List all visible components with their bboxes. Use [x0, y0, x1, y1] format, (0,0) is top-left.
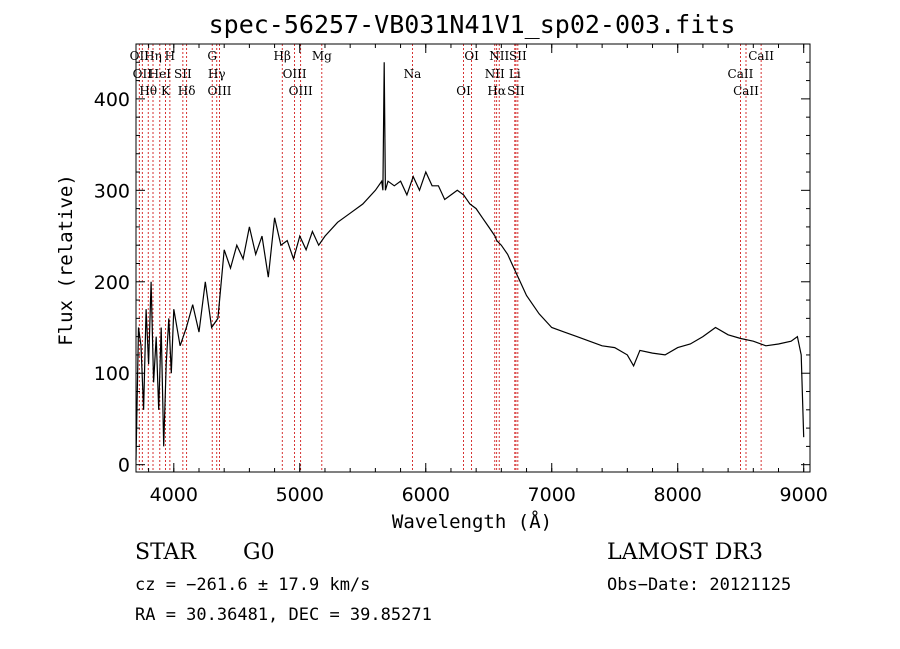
line-label: K: [161, 84, 171, 98]
obs-date: Obs−Date: 20121125: [607, 575, 791, 595]
line-label: Na: [404, 67, 422, 81]
line-label: SII: [174, 67, 192, 81]
line-label: OI: [456, 84, 471, 98]
emission-line-labels: OII OII Hθ Hη HeI K H SII Hδ G Hγ OIII Hβ OIII OIII Mg N…: [130, 49, 775, 98]
line-label: OIII: [207, 84, 231, 98]
y-tick-label: 100: [94, 363, 130, 385]
plot-frame: [135, 43, 811, 473]
x-tick-label: 6000: [402, 484, 450, 506]
line-label: NII: [489, 49, 509, 63]
line-label: SII: [509, 49, 527, 63]
line-label: CaII: [728, 67, 754, 81]
line-label: Mg: [312, 49, 332, 63]
y-tick-label: 200: [94, 272, 130, 294]
line-label: H: [165, 49, 175, 63]
object-subclass: G0: [243, 540, 275, 565]
chart-title: spec-56257-VB031N41V1_sp02-003.fits: [209, 10, 736, 39]
redshift-cz: cz = −261.6 ± 17.9 km/s: [135, 575, 370, 595]
line-label: HeI: [149, 67, 172, 81]
line-label: CaII: [733, 84, 759, 98]
line-label: OI: [464, 49, 479, 63]
y-tick-label: 0: [118, 455, 130, 477]
line-label: Hθ: [139, 84, 157, 98]
line-label: OIII: [283, 67, 307, 81]
line-label: NII: [485, 67, 505, 81]
x-axis-label: Wavelength (Å): [392, 510, 552, 533]
x-tick-label: 4000: [150, 484, 198, 506]
x-tick-label: 9000: [780, 484, 828, 506]
x-tick-label: 8000: [654, 484, 702, 506]
line-label: OII: [133, 67, 153, 81]
ra-dec-coords: RA = 30.36481, DEC = 39.85271: [135, 605, 432, 625]
survey-name: LAMOST DR3: [607, 540, 763, 565]
line-label: Hη: [144, 49, 162, 63]
line-label: OII: [130, 49, 150, 63]
y-axis-label: Flux (relative): [55, 174, 77, 346]
x-axis-ticks: 4000 5000 6000 7000 8000 9000: [148, 44, 828, 506]
x-tick-label: 7000: [528, 484, 576, 506]
line-label: Hβ: [274, 49, 291, 63]
line-label: OIII: [289, 84, 313, 98]
y-axis-ticks: 0 100 200 300 400: [94, 61, 810, 477]
emission-line-markers: [138, 44, 762, 472]
y-tick-label: 300: [94, 180, 130, 202]
line-label: Hα: [487, 84, 506, 98]
line-label: Hγ: [208, 67, 226, 81]
object-class: STAR: [135, 540, 197, 565]
line-label: Hδ: [178, 84, 196, 98]
y-tick-label: 400: [94, 89, 130, 111]
spectrum-line: [135, 62, 805, 461]
line-label: Li: [509, 67, 521, 81]
line-label: CaII: [748, 49, 774, 63]
line-label: G: [207, 49, 217, 63]
x-tick-label: 5000: [276, 484, 324, 506]
line-label: SII: [507, 84, 525, 98]
